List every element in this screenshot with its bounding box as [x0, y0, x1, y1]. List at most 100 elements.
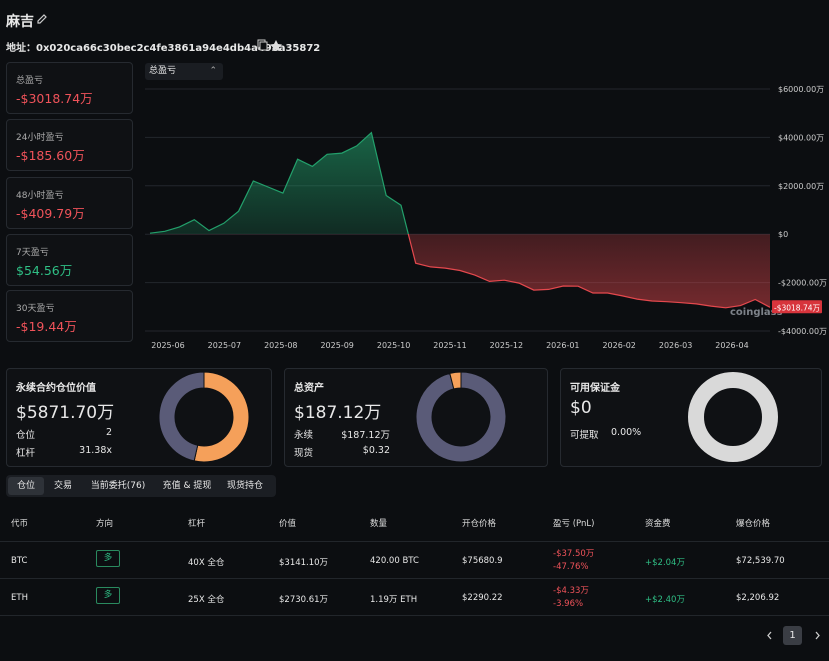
chart: $6000.00万 $4000.00万 $2000.00万 $0 -$2000.00万 -…	[145, 85, 827, 350]
pnl: -3.96%	[553, 599, 584, 609]
table-header: 杠杆	[188, 519, 206, 529]
direction-badge: 多	[96, 587, 120, 604]
x-tick-label: 2026-04	[715, 341, 748, 350]
summary-row-value: 31.38x	[79, 445, 112, 456]
x-tick-label: 2025-10	[377, 341, 410, 350]
summary-value: $187.12万	[294, 403, 382, 423]
table-cell: $72,539.70	[736, 556, 785, 566]
summary-title: 永续合约仓位价值	[16, 383, 96, 394]
table-header: 爆仓价格	[736, 519, 771, 529]
stat-label: 24小时盈亏	[16, 133, 64, 143]
row-divider	[0, 615, 829, 616]
table-cell: 25X 全仓	[188, 595, 225, 605]
next-page[interactable]	[808, 626, 828, 645]
table-cell: 1.19万 ETH	[370, 595, 418, 605]
x-tick-label: 2025-08	[264, 341, 297, 350]
y-tick-label: $2000.00万	[778, 182, 824, 191]
stat-label: 48小时盈亏	[16, 191, 64, 201]
stat-label: 7天盈亏	[16, 248, 49, 258]
summary-card: 永续合约仓位价值 $5871.70万仓位 2 杠杆 31.38x	[6, 368, 272, 467]
direction-badge: 多	[96, 550, 120, 567]
table-header: 盈亏 (PnL)	[553, 519, 595, 529]
y-tick-label: -$2000.00万	[778, 279, 827, 288]
table-header: 方向	[96, 519, 114, 529]
table-cell: $3141.10万	[279, 558, 329, 568]
summary-row-value: $187.12万	[341, 430, 390, 441]
table-cell: 420.00 BTC	[370, 556, 419, 566]
chart-selector[interactable]: 总盈亏 ⌃	[145, 63, 223, 80]
table-cell: $2730.61万	[279, 595, 329, 605]
prev-page[interactable]	[760, 626, 780, 645]
end-label: -$3018.74万	[774, 303, 820, 312]
summary-row-value: 2	[105, 427, 112, 438]
pnl: -$4.33万	[553, 586, 589, 596]
summary-value: $0	[570, 398, 592, 418]
table-header: 资金费	[645, 519, 671, 529]
x-tick-label: 2025-06	[151, 341, 184, 350]
summary-row-label: 永续	[294, 430, 314, 441]
table-cell: 40X 全仓	[188, 558, 225, 568]
y-tick-label: -$4000.00万	[778, 327, 827, 336]
tab[interactable]: 充值 & 提现	[162, 481, 212, 491]
table-cell: $2,206.92	[736, 593, 780, 603]
table-cell: BTC	[11, 556, 28, 566]
x-tick-label: 2026-02	[602, 341, 635, 350]
summary-row-label: 现货	[294, 448, 314, 459]
address: 地址：0x020ca66c30bec2c4fe3861a94e4db4a498a…	[6, 43, 321, 54]
summary-title: 总资产	[294, 383, 324, 394]
stat-card: 48小时盈亏 -$409.79万	[6, 177, 133, 229]
edit-icon[interactable]	[36, 13, 48, 25]
tab[interactable]: 交易	[53, 481, 72, 491]
x-tick-label: 2025-07	[208, 341, 241, 350]
summary-row-value: 0.00%	[611, 427, 642, 438]
y-tick-label: $6000.00万	[778, 85, 824, 94]
tab[interactable]: 仓位	[8, 477, 44, 495]
y-tick-label: $0	[778, 230, 788, 239]
end-label-bg	[772, 300, 822, 314]
tabs: 仓位 交易 当前委托(76) 充值 & 提现 现货持仓	[6, 475, 276, 497]
page-number[interactable]: 1	[783, 626, 802, 645]
summary-card: 总资产 $187.12万 永续 $187.12万 现货 $0.32	[284, 368, 548, 467]
y-tick-label: $4000.00万	[778, 133, 824, 142]
area	[150, 132, 770, 308]
stat-label: 总盈亏	[16, 76, 44, 86]
tab[interactable]: 现货持仓	[226, 481, 263, 491]
x-tick-label: 2025-11	[433, 341, 466, 350]
stat-value: $54.56万	[16, 263, 73, 278]
table-cell: +$2.40万	[645, 595, 685, 605]
x-tick-label: 2025-09	[320, 341, 353, 350]
stat-card: 7天盈亏 $54.56万	[6, 234, 133, 286]
table-cell: $2290.22	[462, 593, 503, 603]
x-tick-label: 2026-03	[659, 341, 692, 350]
summary-value: $5871.70万	[16, 403, 115, 423]
stat-value: -$409.79万	[16, 206, 85, 221]
row-divider	[0, 541, 829, 542]
selector-text: 总盈亏	[149, 66, 177, 76]
watermark: coinglass	[730, 307, 783, 318]
table-cell: $75680.9	[462, 556, 503, 566]
address-icons[interactable]	[257, 39, 287, 51]
stat-value: -$3018.74万	[16, 91, 93, 106]
pnl: -$37.50万	[553, 549, 595, 559]
stat-value: -$19.44万	[16, 319, 77, 334]
table-cell: +$2.04万	[645, 558, 685, 568]
summary-card: 可用保证金 $0 可提取 0.00%	[560, 368, 822, 467]
x-tick-label: 2025-12	[490, 341, 523, 350]
stat-card: 24小时盈亏 -$185.60万	[6, 119, 133, 171]
stat-label: 30天盈亏	[16, 304, 55, 314]
summary-row-label: 仓位	[16, 430, 36, 441]
summary-row-label: 杠杆	[16, 448, 36, 459]
summary-row-label: 可提取	[570, 430, 599, 441]
pnl: -47.76%	[553, 562, 589, 572]
table-header: 价值	[279, 519, 297, 529]
stat-card: 30天盈亏 -$19.44万	[6, 290, 133, 342]
table-header: 代币	[11, 519, 29, 529]
summary-title: 可用保证金	[570, 383, 620, 394]
table-header: 开仓价格	[462, 519, 497, 529]
stat-value: -$185.60万	[16, 148, 85, 163]
tab[interactable]: 当前委托(76)	[90, 481, 146, 491]
title: 麻吉	[6, 14, 34, 30]
summary-row-value: $0.32	[362, 445, 390, 456]
stat-card: 总盈亏 -$3018.74万	[6, 62, 133, 114]
